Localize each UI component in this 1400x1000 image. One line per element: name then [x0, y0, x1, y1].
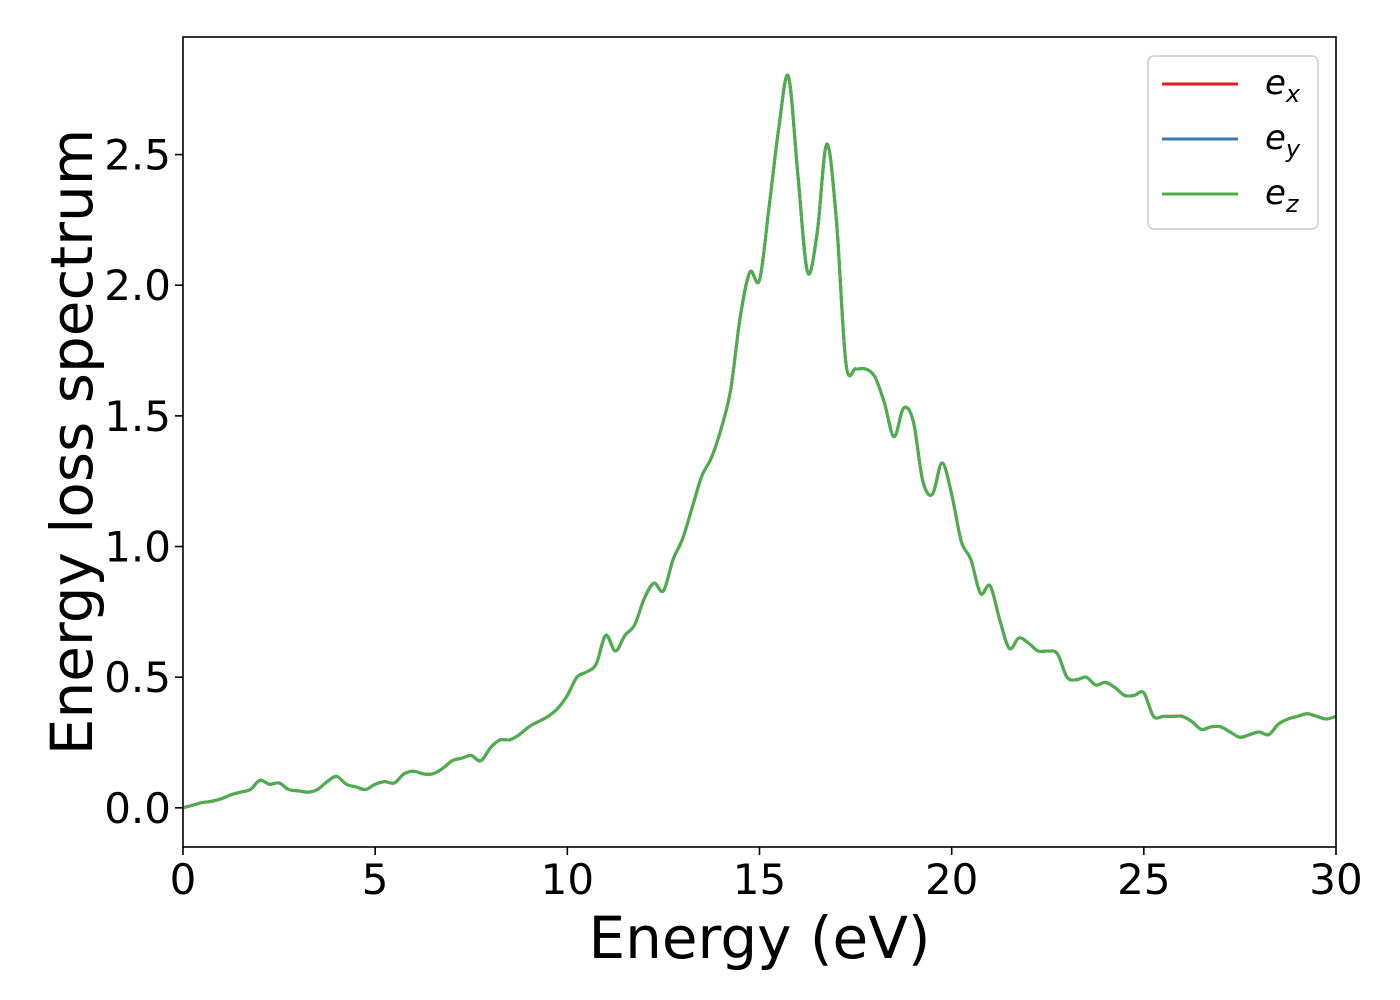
legend-label-y: ey: [1265, 118, 1301, 163]
series-layer: [183, 73, 1336, 810]
y-tick-label: 2.5: [104, 131, 171, 180]
x-axis-ticks: 0 5 10 15 20 25 30: [170, 847, 1363, 904]
y-tick-label: 0.0: [104, 784, 171, 833]
x-tick-label: 10: [541, 855, 594, 904]
y-axis-ticks: 0.0 0.5 1.0 1.5 2.0 2.5: [104, 131, 183, 833]
x-tick-label: 5: [362, 855, 389, 904]
y-tick-label: 1.0: [104, 523, 171, 572]
y-tick-label: 2.0: [104, 261, 171, 310]
legend-box: [1147, 55, 1319, 230]
legend-label-x: ex: [1265, 63, 1301, 108]
x-tick-label: 20: [925, 855, 978, 904]
y-tick-label: 0.5: [104, 653, 171, 702]
x-tick-label: 30: [1309, 855, 1362, 904]
legend: ex ey ez: [1147, 55, 1319, 230]
y-tick-label: 1.5: [104, 392, 171, 441]
x-axis-title: Energy (eV): [588, 904, 930, 972]
x-tick-label: 25: [1117, 855, 1170, 904]
y-axis-title: Energy loss spectrum: [38, 129, 106, 755]
legend-label-z: ez: [1265, 173, 1300, 218]
x-tick-label: 15: [733, 855, 786, 904]
x-tick-label: 0: [170, 855, 197, 904]
series-line-z: [183, 73, 1336, 810]
